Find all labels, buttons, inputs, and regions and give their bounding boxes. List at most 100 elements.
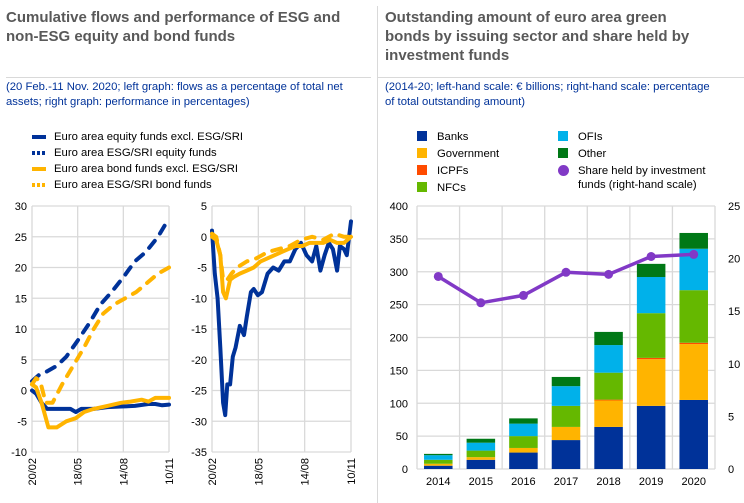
- bar-segment: [636, 405, 666, 469]
- bar-segment: [594, 331, 623, 346]
- bar-segment: [594, 399, 623, 427]
- y-tick-label: 50: [396, 431, 408, 443]
- left-subtitle-line1: (20 Feb.-11 Nov. 2020; left graph: flows…: [6, 81, 343, 93]
- y-tick-label: 400: [390, 201, 408, 213]
- legend-label: Other: [578, 148, 607, 160]
- legend-item-government: Government: [417, 147, 499, 161]
- bar-segment: [551, 440, 581, 469]
- right-subtitle-line2: of total outstanding amount): [385, 96, 526, 108]
- y-tick-label: 0: [21, 386, 27, 398]
- y-tick-label: 100: [390, 398, 408, 410]
- y-tick-label: 10: [15, 324, 27, 336]
- series-line: [210, 219, 353, 418]
- left-subtitle-line2: assets; right graph: performance in perc…: [6, 96, 250, 108]
- square-swatch-icon: [558, 148, 568, 158]
- bar-segment: [551, 426, 581, 441]
- square-swatch-icon: [558, 131, 568, 141]
- right-title-line1: Outstanding amount of euro area green: [385, 9, 667, 26]
- bar-segment: [509, 418, 538, 424]
- bar-segment: [466, 450, 496, 458]
- y2-tick-label: 25: [728, 201, 740, 213]
- y-tick-label: -10: [191, 293, 207, 305]
- legend-label: Euro area equity funds excl. ESG/SRI: [54, 131, 244, 143]
- legend-label: OFIs: [578, 131, 603, 143]
- dotted-line-swatch-icon: [32, 183, 46, 187]
- bar-segment: [509, 447, 538, 453]
- legend-item-bond-excl: Euro area bond funds excl. ESG/SRI: [32, 162, 238, 176]
- legend-item-other: Other: [558, 147, 606, 161]
- y-tick-label: 15: [15, 293, 27, 305]
- legend-item-equity-excl: Euro area equity funds excl. ESG/SRI: [32, 130, 243, 144]
- dotted-line-swatch-icon: [32, 151, 46, 155]
- legend-item-icpfs: ICPFs: [417, 164, 468, 178]
- legend-label: Euro area bond funds excl. ESG/SRI: [54, 163, 238, 175]
- y-tick-label: 5: [201, 201, 207, 213]
- x-tick-label: 18/05: [73, 458, 85, 486]
- series-line: [30, 382, 171, 430]
- legend-label: NFCs: [437, 182, 466, 194]
- y2-tick-label: 5: [728, 411, 734, 423]
- y-tick-label: 0: [402, 464, 408, 476]
- bar-segment: [466, 457, 496, 460]
- legend-item-banks: Banks: [417, 130, 468, 144]
- bar-segment: [466, 442, 496, 451]
- x-tick-label: 2017: [554, 476, 578, 488]
- x-tick-label: 2018: [596, 476, 620, 488]
- bar-segment: [424, 453, 453, 456]
- series-line: [210, 234, 353, 301]
- share-point: [689, 249, 699, 259]
- bar-segment: [466, 459, 496, 469]
- bar-segment: [679, 344, 708, 400]
- y-tick-label: -35: [191, 447, 207, 459]
- y2-tick-label: 15: [728, 306, 740, 318]
- bar-segment: [636, 277, 666, 314]
- y-tick-label: -25: [191, 386, 207, 398]
- bar-segment: [509, 452, 538, 469]
- left-title-line2: non-ESG equity and bond funds: [6, 28, 236, 45]
- legend-item-nfcs: NFCs: [417, 181, 466, 195]
- left-chart-subtitle: (20 Feb.-11 Nov. 2020; left graph: flows…: [6, 80, 343, 110]
- y-tick-label: 30: [15, 201, 27, 213]
- y-tick-label: 250: [390, 300, 408, 312]
- legend-label: Euro area ESG/SRI bond funds: [54, 179, 212, 191]
- x-tick-label: 2016: [511, 476, 535, 488]
- bar-segment: [466, 438, 496, 443]
- panel-divider: [377, 6, 378, 503]
- y-tick-label: -10: [11, 447, 27, 459]
- y-tick-label: -5: [197, 263, 207, 275]
- x-tick-label: 18/05: [253, 458, 265, 486]
- y-tick-label: -20: [191, 355, 207, 367]
- share-point: [518, 290, 528, 300]
- bar-segment: [551, 386, 581, 406]
- bar-segment: [424, 459, 453, 464]
- bar-segment: [636, 313, 666, 358]
- legend-item-equity-esg: Euro area ESG/SRI equity funds: [32, 146, 217, 160]
- legend-label: Euro area ESG/SRI equity funds: [54, 147, 217, 159]
- y-tick-label: 25: [15, 232, 27, 244]
- title-separator-left: [6, 77, 371, 78]
- legend-label: ICPFs: [437, 165, 469, 177]
- share-point: [476, 298, 486, 308]
- square-swatch-icon: [417, 131, 427, 141]
- left-chart-title: Cumulative flows and performance of ESG …: [6, 8, 340, 46]
- series-line: [30, 216, 171, 384]
- right-chart-subtitle: (2014-20; left-hand scale: € billions; r…: [385, 80, 710, 110]
- y-tick-label: -15: [191, 324, 207, 336]
- x-tick-label: 20/02: [27, 458, 39, 486]
- y2-tick-label: 0: [728, 464, 734, 476]
- y2-tick-label: 10: [728, 359, 740, 371]
- y2-tick-label: 20: [728, 254, 740, 266]
- share-point: [646, 251, 656, 261]
- right-title-line2: bonds by issuing sector and share held b…: [385, 28, 690, 45]
- share-point: [604, 269, 614, 279]
- legend-item-share-held: Share held by investment funds (right-ha…: [558, 164, 705, 192]
- bar-segment: [424, 463, 453, 466]
- right-chart-title: Outstanding amount of euro area green bo…: [385, 8, 689, 65]
- legend-label: Share held by investment: [578, 165, 706, 177]
- solid-line-swatch-icon: [32, 135, 46, 139]
- y-tick-label: 200: [390, 333, 408, 345]
- bar-segment: [636, 357, 666, 360]
